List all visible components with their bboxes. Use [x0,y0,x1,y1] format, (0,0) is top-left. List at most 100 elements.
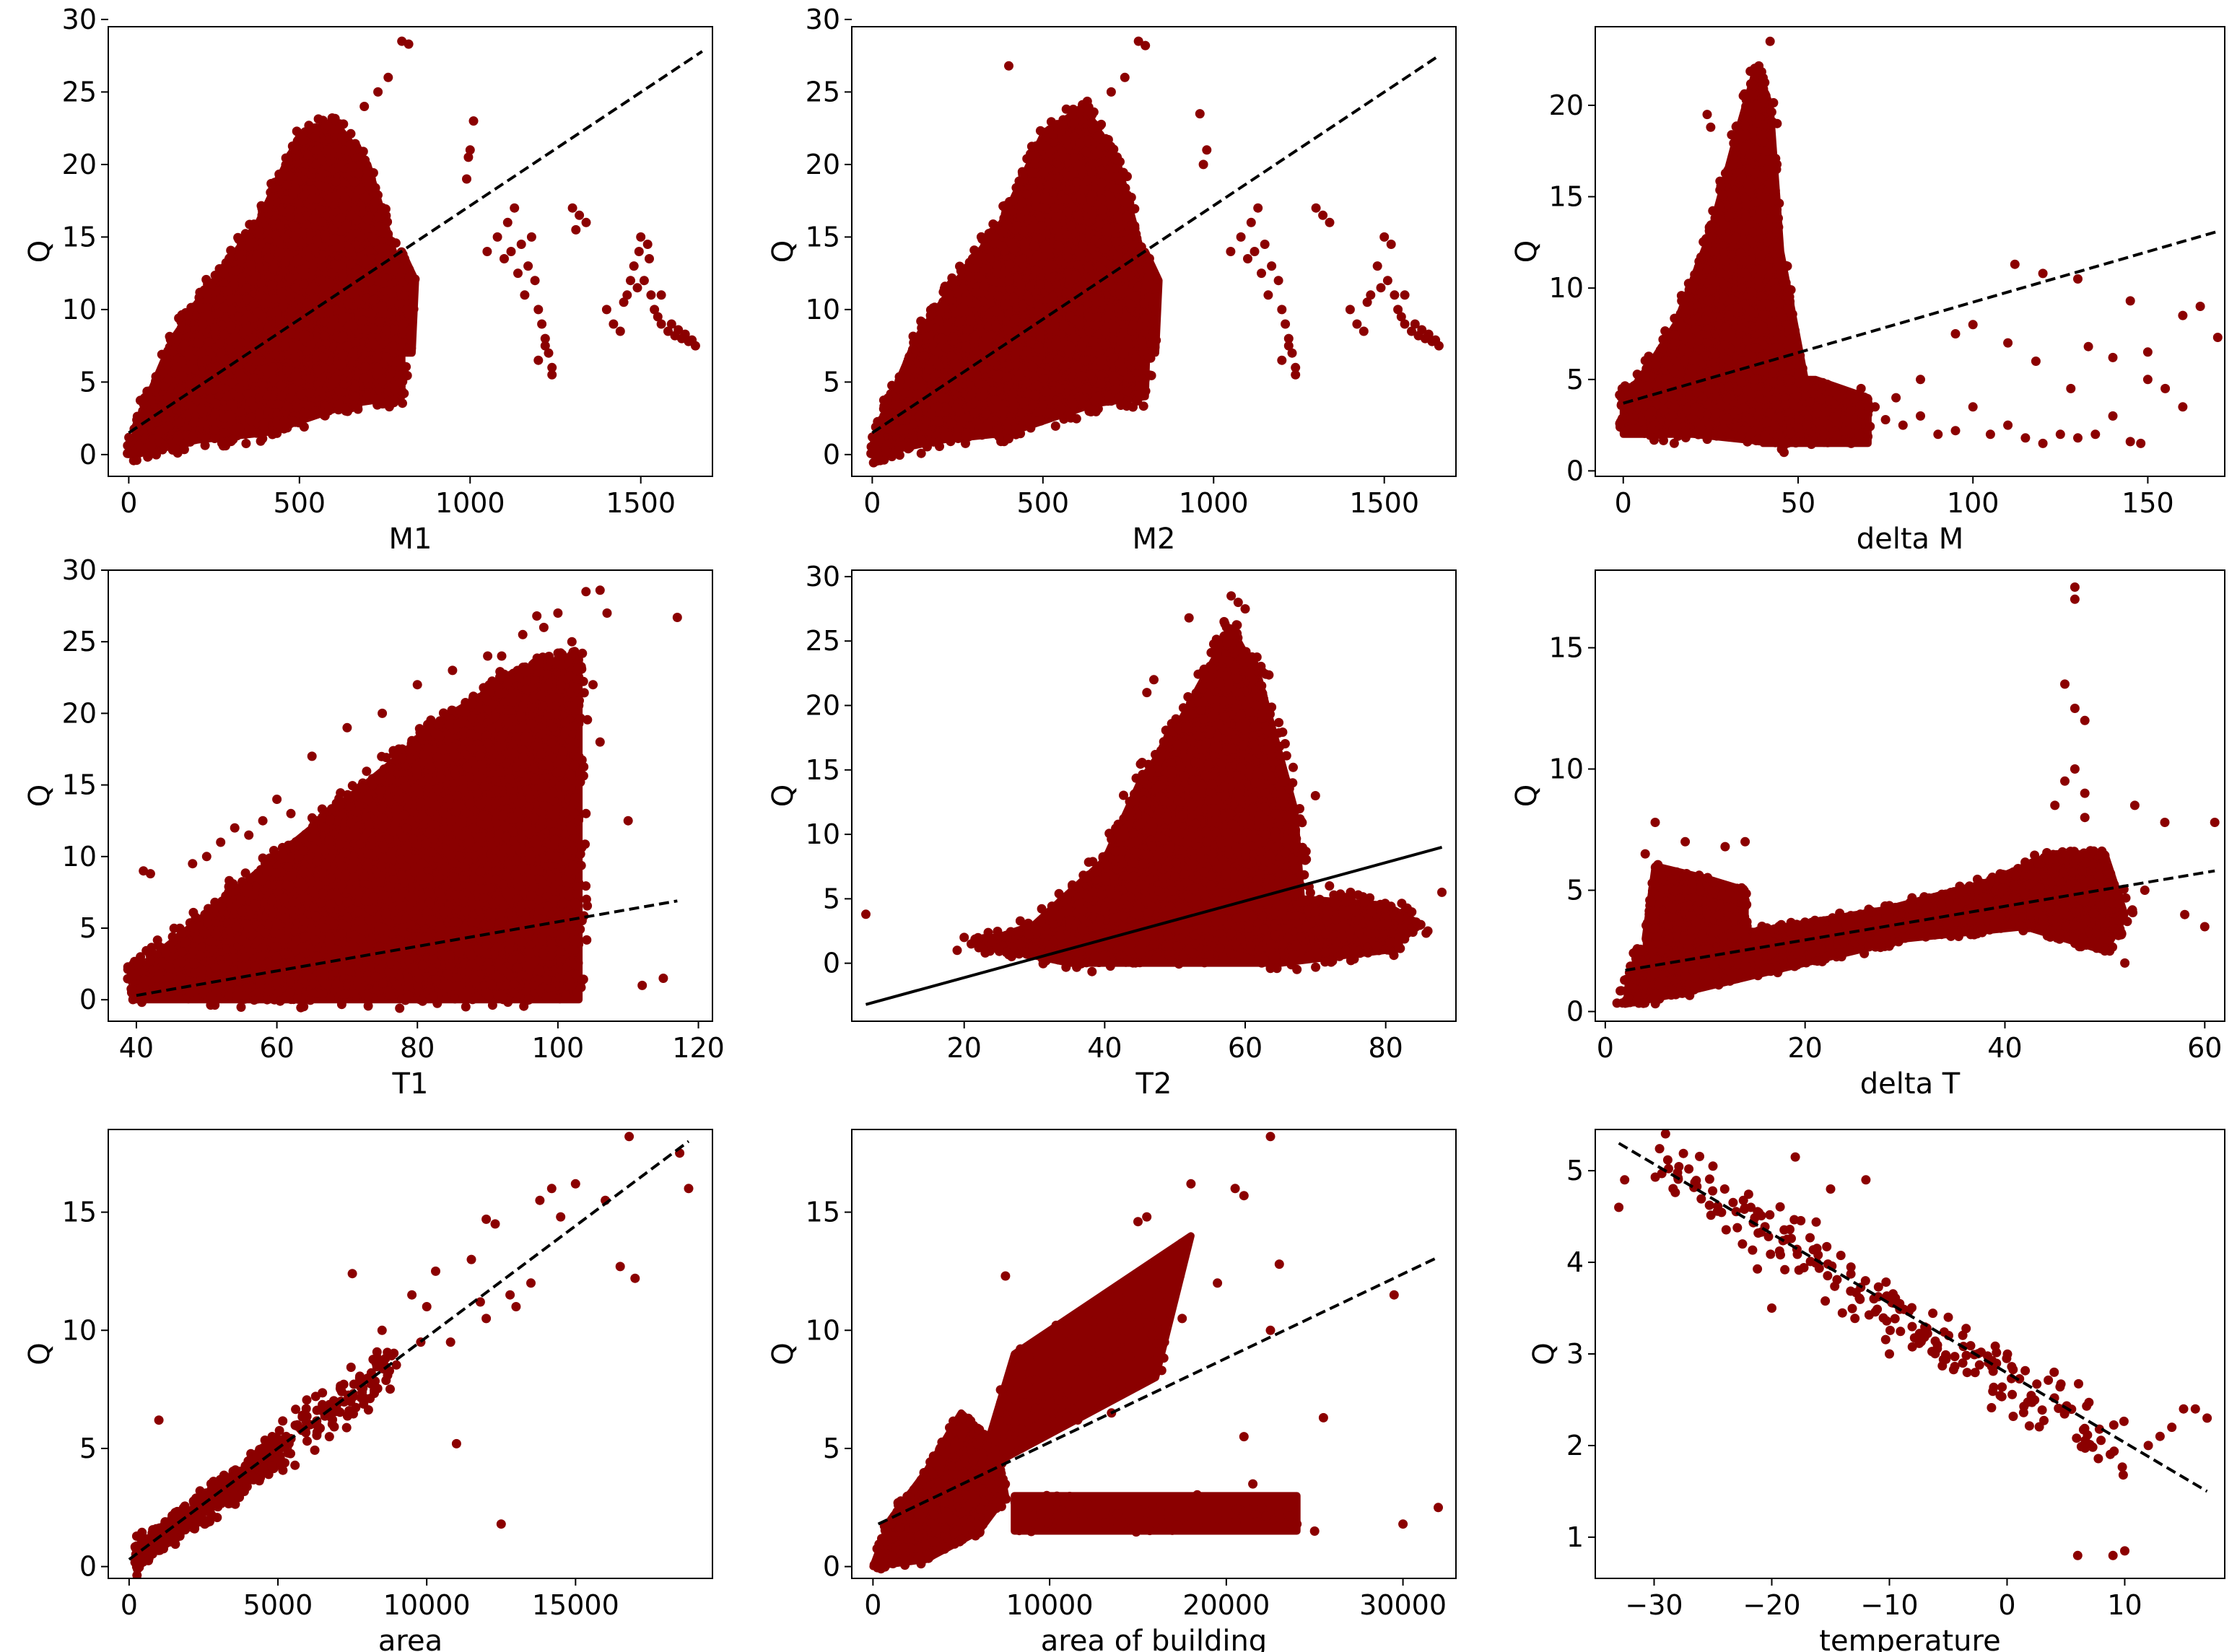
data-point [390,385,400,394]
data-point [324,194,334,204]
data-point [261,364,271,374]
data-point [240,229,250,239]
data-point [373,87,383,97]
data-point [369,340,379,350]
data-point [387,289,397,299]
data-point [256,429,266,440]
data-point [176,356,186,366]
data-point [315,386,326,396]
data-point [173,386,183,396]
data-point [392,357,402,367]
data-point [1045,250,1055,260]
data-point [243,389,253,399]
data-point [516,240,526,249]
data-point [626,276,635,286]
data-point [547,362,557,372]
y-axis-label: Q [23,240,56,263]
data-point [131,455,141,466]
data-point [246,261,256,271]
data-point [263,390,273,401]
data-point [219,268,229,279]
data-point [360,155,370,165]
data-point [642,240,653,249]
data-point [282,401,292,411]
data-point [1017,408,1027,419]
data-point [317,261,327,271]
data-point [1045,354,1055,364]
data-point [331,375,341,384]
data-point [338,351,348,360]
data-point [1013,273,1022,283]
data-point [189,418,199,428]
data-point [367,309,377,319]
data-point [209,434,219,443]
data-point [380,204,391,214]
data-point [680,329,690,339]
data-point [188,403,199,414]
data-point [282,195,292,205]
data-point [609,319,619,329]
data-point [399,253,409,263]
data-point [197,417,207,427]
data-point [302,246,312,256]
data-point [279,416,289,426]
data-point [315,205,326,214]
data-point [276,206,286,216]
data-point [196,404,206,414]
data-point [331,206,341,217]
data-point [320,317,329,327]
data-point [389,395,399,406]
data-point [193,338,202,348]
data-point [622,290,632,300]
data-point [217,438,227,448]
data-point [1050,341,1060,351]
data-point [160,381,170,391]
data-point [301,408,310,418]
data-point [567,203,577,213]
data-point [323,121,333,130]
data-point [267,280,277,290]
data-point [324,406,334,416]
data-point [288,329,297,339]
data-point [209,385,219,395]
data-point [350,271,360,281]
data-point [309,262,318,271]
data-point [368,295,378,305]
data-point [656,290,666,300]
data-point [523,261,533,271]
data-point [269,375,279,385]
data-point [533,355,544,365]
data-point [272,306,282,316]
data-point [379,309,389,319]
data-point [391,325,401,335]
data-point [224,410,235,420]
data-point [502,217,513,227]
data-point [341,219,352,230]
data-point [227,305,237,315]
data-point [151,376,161,386]
data-point [359,102,370,111]
data-point [305,374,315,384]
data-point [500,254,509,263]
data-point [581,217,591,227]
data-point [222,392,232,402]
data-point [341,406,351,416]
data-point [1077,233,1087,243]
data-point [360,362,370,372]
data-point [175,417,185,427]
data-point [468,116,479,126]
data-point [372,400,383,410]
data-point [216,348,226,358]
data-point [398,319,409,328]
data-point [325,278,335,288]
data-point [537,319,547,329]
data-point [288,383,298,393]
data-point [178,371,188,381]
data-point [310,214,320,224]
y-tick-label: 20 [62,149,97,180]
data-point [317,217,327,227]
data-point [152,450,161,460]
data-point [349,229,359,239]
